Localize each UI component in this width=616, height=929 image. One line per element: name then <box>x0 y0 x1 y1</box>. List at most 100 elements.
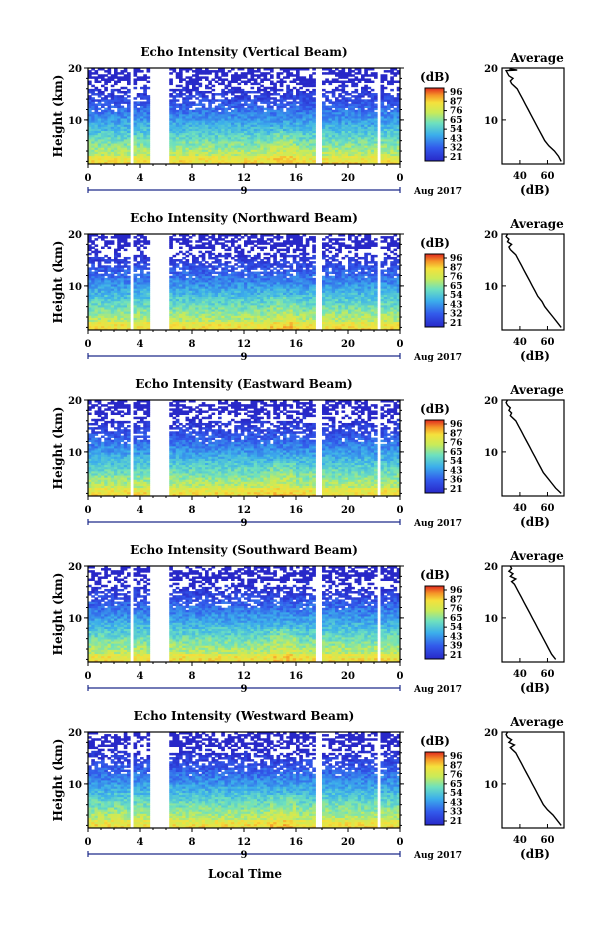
heatmap-cell <box>123 122 128 125</box>
heatmap-cell <box>351 143 355 146</box>
heatmap-cell <box>331 151 336 154</box>
heatmap-cell <box>211 155 216 159</box>
heatmap-cell <box>328 134 333 138</box>
heatmap-cell <box>185 145 190 148</box>
heatmap-cell <box>286 122 290 125</box>
heatmap-cell <box>309 132 313 136</box>
heatmap-cell <box>188 120 193 123</box>
heatmap-cell <box>331 122 336 125</box>
heatmap-cell <box>289 124 294 127</box>
heatmap-cell <box>341 118 346 121</box>
heatmap-cell <box>205 130 209 134</box>
heatmap-cell <box>175 118 180 121</box>
heatmap-cell <box>273 157 277 161</box>
heatmap-cell <box>276 147 281 150</box>
heatmap-cell <box>172 153 177 157</box>
heatmap-cell <box>101 74 105 77</box>
heatmap-cell <box>114 134 118 138</box>
heatmap-cell <box>205 157 209 161</box>
heatmap-cell <box>257 151 261 154</box>
heatmap-cell <box>224 136 229 140</box>
heatmap-cell <box>211 136 216 140</box>
heatmap-cell <box>169 72 173 75</box>
heatmap-cell <box>218 161 222 165</box>
heatmap-cell <box>270 130 274 134</box>
heatmap-cell <box>383 118 388 121</box>
heatmap-cell <box>257 120 261 123</box>
heatmap-cell <box>296 145 300 148</box>
heatmap-cell <box>221 143 225 146</box>
heatmap-cell <box>104 95 108 98</box>
heatmap-cell <box>344 132 349 136</box>
heatmap-cell <box>270 134 274 138</box>
heatmap-cell <box>237 147 242 150</box>
heatmap-cell <box>283 145 287 148</box>
heatmap-cell <box>221 159 225 163</box>
heatmap-cell <box>344 157 349 161</box>
heatmap-cell <box>305 126 310 129</box>
heatmap-cell <box>357 138 362 142</box>
heatmap-cell <box>250 157 255 161</box>
heatmap-cell <box>348 155 352 159</box>
heatmap-cell <box>88 149 92 152</box>
heatmap-cell <box>221 128 225 132</box>
heatmap-cell <box>169 116 173 119</box>
heatmap-cell <box>292 132 297 136</box>
heatmap-cell <box>101 134 105 138</box>
heatmap-cell <box>266 124 271 127</box>
heatmap-cell <box>201 159 206 163</box>
heatmap-cell <box>390 128 394 132</box>
heatmap-cell <box>237 116 242 119</box>
heatmap-cell <box>244 149 248 152</box>
heatmap-cell <box>260 145 264 148</box>
heatmap-cell <box>283 111 287 115</box>
heatmap-cell <box>250 126 255 129</box>
heatmap-cell <box>218 157 222 161</box>
heatmap-cell <box>322 149 326 152</box>
heatmap-cell <box>192 101 196 104</box>
heatmap-cell <box>286 149 290 152</box>
heatmap-cell <box>97 107 102 111</box>
heatmap-cell <box>305 116 310 119</box>
heatmap-cell <box>169 161 173 165</box>
heatmap-cell <box>218 120 222 123</box>
heatmap-cell <box>127 122 131 125</box>
heatmap-cell <box>169 147 173 150</box>
heatmap-cell <box>257 86 261 90</box>
heatmap-cell <box>107 134 112 138</box>
heatmap-cell <box>276 153 281 157</box>
heatmap-cell <box>198 122 203 125</box>
heatmap-cell <box>234 122 238 125</box>
heatmap-cell <box>146 161 151 165</box>
heatmap-cell <box>101 90 105 94</box>
heatmap-cell <box>234 72 238 75</box>
heatmap-cell <box>104 151 108 154</box>
heatmap-cell <box>335 78 339 81</box>
heatmap-cell <box>123 107 128 111</box>
heatmap-cell <box>221 99 225 102</box>
heatmap-cell <box>387 161 391 165</box>
heatmap-cell <box>240 149 245 152</box>
heatmap-cell <box>270 153 274 157</box>
heatmap-cell <box>364 84 368 88</box>
heatmap-cell <box>110 159 115 163</box>
heatmap-cell <box>188 132 193 136</box>
heatmap-cell <box>88 147 92 150</box>
heatmap-cell <box>234 143 238 146</box>
heatmap-cell <box>117 147 121 150</box>
heatmap-cell <box>374 120 378 123</box>
heatmap-cell <box>214 155 219 159</box>
heatmap-cell <box>224 141 229 144</box>
heatmap-cell <box>335 128 339 132</box>
heatmap-cell <box>296 101 300 104</box>
heatmap-cell <box>94 153 99 157</box>
heatmap-cell <box>107 126 112 129</box>
heatmap-cell <box>367 130 372 134</box>
heatmap-cell <box>263 122 268 125</box>
heatmap-cell <box>292 149 297 152</box>
heatmap-cell <box>357 134 362 138</box>
heatmap-cell <box>338 141 342 144</box>
heatmap-cell <box>338 157 342 161</box>
heatmap-cell <box>120 86 125 90</box>
heatmap-cell <box>302 134 307 138</box>
